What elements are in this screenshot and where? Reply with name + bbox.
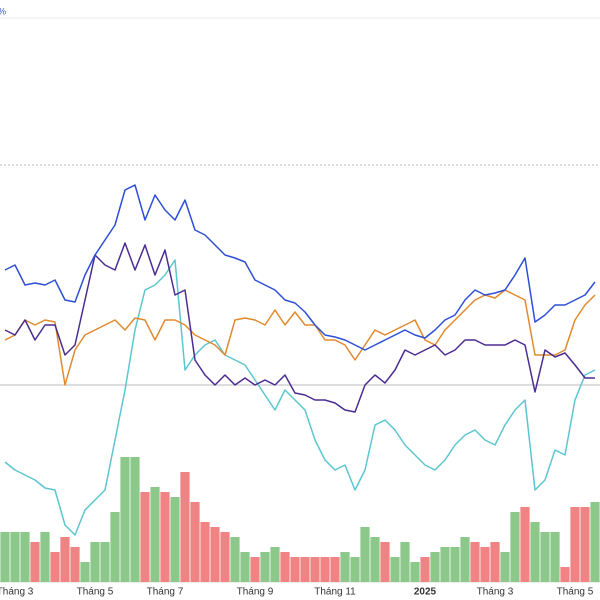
volume-bar [240, 552, 250, 582]
volume-bar [400, 542, 410, 582]
volume-bar [110, 512, 120, 582]
volume-bar [480, 547, 490, 582]
volume-bar [520, 507, 530, 582]
x-tick-label: Tháng 11 [314, 587, 356, 598]
volume-bar [490, 542, 500, 582]
volume-bar [140, 492, 150, 582]
volume-bar [430, 552, 440, 582]
volume-bar [390, 557, 400, 582]
volume-bar [290, 557, 300, 582]
volume-bar [210, 527, 220, 582]
volume-bar [20, 532, 30, 582]
volume-bar [560, 567, 570, 582]
x-tick-label: Tháng 3 [477, 587, 514, 598]
volume-bar [150, 487, 160, 582]
series-line [4, 259, 596, 536]
volume-bar [190, 502, 200, 582]
volume-bar [500, 552, 510, 582]
volume-bar [100, 542, 110, 582]
volume-bar [0, 532, 10, 582]
volume-bar [90, 542, 100, 582]
volume-bar [300, 557, 310, 582]
volume-bar [280, 552, 290, 582]
volume-bar [170, 497, 180, 582]
volume-bar [330, 557, 340, 582]
volume-bar [590, 502, 600, 582]
volume-bar [350, 557, 360, 582]
series-line [4, 289, 596, 386]
volume-bar [70, 547, 80, 582]
volume-bar [550, 532, 560, 582]
volume-bar [420, 557, 430, 582]
volume-bar [410, 562, 420, 582]
volume-bar [220, 532, 230, 582]
volume-bar [260, 552, 270, 582]
volume-bar [530, 522, 540, 582]
volume-bar [10, 532, 20, 582]
volume-bar [230, 537, 240, 582]
x-tick-label: Tháng 5 [77, 587, 114, 598]
series-line [4, 242, 595, 413]
series-line [4, 184, 596, 351]
volume-bar [340, 552, 350, 582]
volume-bar [130, 457, 140, 582]
volume-bar [450, 547, 460, 582]
x-tick-label: Tháng 9 [237, 587, 274, 598]
x-tick-label: Tháng 5 [557, 587, 594, 598]
volume-bar [80, 562, 90, 582]
volume-bar [440, 547, 450, 582]
volume-bar [120, 457, 130, 582]
header-text: % [0, 6, 6, 16]
volume-bar [570, 507, 580, 582]
volume-bar [40, 532, 50, 582]
volume-bar [540, 532, 550, 582]
volume-bar [180, 472, 190, 582]
volume-bar [460, 537, 470, 582]
volume-bar [370, 537, 380, 582]
volume-bar [580, 507, 590, 582]
volume-bar [250, 557, 260, 582]
volume-bar [60, 537, 70, 582]
volume-bar [270, 547, 280, 582]
x-tick-label: 2025 [414, 587, 437, 598]
x-tick-label: Tháng 3 [0, 587, 34, 598]
volume-bar [160, 492, 170, 582]
volume-bar [200, 522, 210, 582]
volume-bar [510, 512, 520, 582]
volume-bar [310, 557, 320, 582]
volume-bar [360, 527, 370, 582]
volume-bar [50, 552, 60, 582]
volume-bar [380, 542, 390, 582]
volume-bar [320, 557, 330, 582]
volume-bar [30, 542, 40, 582]
x-tick-label: Tháng 7 [147, 587, 184, 598]
volume-bar [470, 542, 480, 582]
